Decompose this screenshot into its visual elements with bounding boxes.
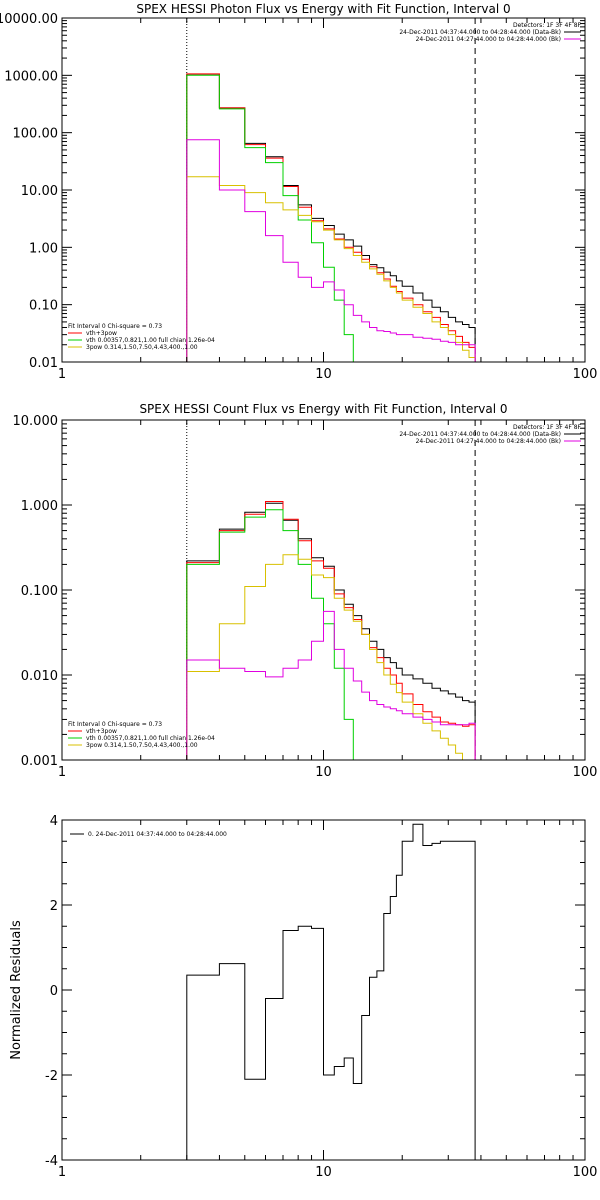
y-tick-label: 2 xyxy=(50,899,58,914)
series-line-bk xyxy=(186,610,476,760)
y-tick-label: 1.00 xyxy=(29,241,58,256)
series-line-vth xyxy=(186,74,476,362)
y-tick-label: 0.10 xyxy=(29,299,58,314)
series-line-bk xyxy=(186,139,476,362)
chart-panel-2: SPEX HESSI Count Flux vs Energy with Fit… xyxy=(13,402,598,780)
fit-legend-title: Fit Interval 0 Chi-square = 0.73 xyxy=(68,721,162,728)
header-legend-text: 24-Dec-2011 04:27:44.000 to 04:28:44.000… xyxy=(416,438,561,445)
series-line-3pow xyxy=(186,554,476,760)
x-tick-label: 10 xyxy=(315,367,332,382)
x-tick-label: 10 xyxy=(315,765,332,780)
y-tick-label: 1000.00 xyxy=(4,69,58,84)
x-tick-label: 10 xyxy=(315,1165,332,1180)
x-tick-label: 100 xyxy=(573,765,598,780)
y-axis-label: Normalized Residuals xyxy=(9,920,24,1060)
y-tick-label: 0.100 xyxy=(21,584,58,599)
x-tick-label: 100 xyxy=(573,1165,598,1180)
header-legend-text: 24-Dec-2011 04:27:44.000 to 04:28:44.000… xyxy=(416,36,561,43)
y-tick-label: 10.000 xyxy=(13,414,59,429)
y-tick-label: 10000.00 xyxy=(0,12,58,27)
y-tick-label: 100.00 xyxy=(13,127,59,142)
y-tick-label: -2 xyxy=(45,1069,58,1084)
y-tick-label: 0 xyxy=(50,984,58,999)
series-line-3pow xyxy=(186,176,476,362)
x-tick-label: 1 xyxy=(58,765,66,780)
y-tick-label: 10.00 xyxy=(21,184,58,199)
detectors-label: Detectors: 1F 3F 4F 8F xyxy=(513,22,582,29)
series-line-0-24-dec-2011-04-37-44-000-to-04-28-44-000 xyxy=(186,823,476,1160)
header-legend-text: 24-Dec-2011 04:37:44.000 to 04:28:44.000… xyxy=(399,29,561,36)
plot-frame xyxy=(61,419,586,761)
fit-legend-text: vth 0.00357,0.821,1.00 full chian 1.26e-… xyxy=(86,735,215,742)
chart-panel-1: SPEX HESSI Photon Flux vs Energy with Fi… xyxy=(0,2,597,382)
y-tick-label: 0.010 xyxy=(21,669,58,684)
chart-panel-3: 1 10 100 -4 -2 0 2 4 Normalized Residuals 0. 24-D… xyxy=(9,814,597,1180)
fit-legend-text: vth+3pow xyxy=(86,728,117,735)
x-tick-label: 100 xyxy=(573,367,598,382)
chart-title: SPEX HESSI Photon Flux vs Energy with Fi… xyxy=(136,2,510,16)
series-group xyxy=(186,18,476,362)
y-tick-label: 4 xyxy=(50,814,58,829)
detectors-label: Detectors: 1F 3F 4F 8F xyxy=(513,424,582,431)
y-tick-label: 1.000 xyxy=(21,499,58,514)
y-tick-label: -4 xyxy=(45,1154,58,1169)
residual-legend-text: 0. 24-Dec-2011 04:37:44.000 to 04:28:44.… xyxy=(88,831,227,838)
series-group xyxy=(186,420,476,760)
fit-legend-text: 3pow 0.314,1.50,7.50,4.43,400.,1.00 xyxy=(86,344,198,351)
fit-legend-text: 3pow 0.314,1.50,7.50,4.43,400.,1.00 xyxy=(86,742,198,749)
header-legend-text: 24-Dec-2011 04:37:44.000 to 04:28:44.000… xyxy=(399,431,561,438)
x-tick-label: 1 xyxy=(58,1165,66,1180)
plot-frame xyxy=(61,17,586,363)
x-tick-label: 1 xyxy=(58,367,66,382)
chart-title: SPEX HESSI Count Flux vs Energy with Fit… xyxy=(139,402,507,416)
y-tick-label: 0.001 xyxy=(21,754,58,769)
fit-legend-text: vth+3pow xyxy=(86,330,117,337)
series-line-vth xyxy=(186,509,476,760)
fit-legend-text: vth 0.00357,0.821,1.00 full chian 1.26e-… xyxy=(86,337,215,344)
fit-legend-title: Fit Interval 0 Chi-square = 0.73 xyxy=(68,323,162,330)
series-group xyxy=(186,823,476,1160)
y-tick-label: 0.01 xyxy=(29,356,58,371)
